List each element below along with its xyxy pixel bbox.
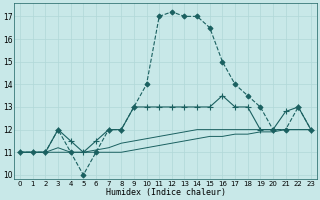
X-axis label: Humidex (Indice chaleur): Humidex (Indice chaleur) <box>106 188 226 197</box>
